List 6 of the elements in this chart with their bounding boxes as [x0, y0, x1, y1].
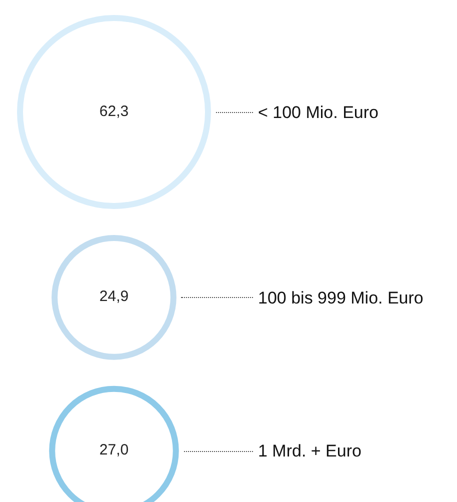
- category-label: 100 bis 999 Mio. Euro: [258, 288, 424, 308]
- data-label: 62,3: [99, 102, 129, 120]
- category-label: < 100 Mio. Euro: [258, 102, 378, 122]
- category-label: 1 Mrd. + Euro: [258, 442, 362, 461]
- data-label: 27,0: [99, 441, 129, 458]
- data-label: 24,9: [99, 288, 129, 306]
